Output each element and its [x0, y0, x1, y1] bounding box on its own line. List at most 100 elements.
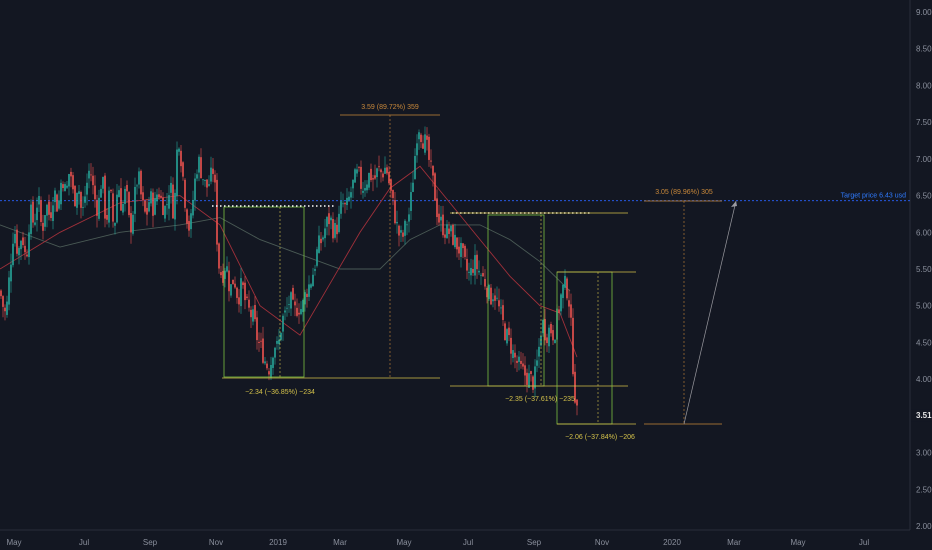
candlestick-series [0, 126, 578, 416]
candle-body [246, 296, 248, 298]
candle-body [180, 150, 182, 167]
candle-body [254, 305, 256, 320]
candle-body [78, 191, 80, 194]
projection-arrow-head [731, 201, 737, 207]
candle-body [4, 307, 6, 312]
candle-body [184, 179, 186, 208]
candle-body [188, 220, 190, 231]
candle-body [522, 363, 524, 367]
candle-body [388, 172, 390, 184]
candle-body [126, 185, 128, 192]
candle-body [164, 205, 166, 219]
candle-body [216, 179, 218, 245]
candle-body [258, 341, 260, 344]
candle-body [74, 185, 76, 207]
candle-body [172, 184, 174, 219]
candle-body [510, 337, 512, 354]
candle-body [150, 191, 152, 204]
time-tick-label: May [790, 538, 805, 547]
measure-box-1 [223, 206, 305, 378]
candle-body [12, 243, 14, 266]
candle-body [544, 319, 546, 341]
candle-body [8, 277, 10, 305]
candle-body [448, 228, 450, 234]
candle-body [186, 209, 188, 224]
candle-body [80, 191, 82, 208]
candle-body [284, 310, 286, 313]
candle-body [70, 171, 72, 177]
candle-body [468, 271, 470, 273]
svg-text:3.51: 3.51 [916, 411, 932, 420]
candle-body [372, 178, 374, 180]
price-tick-label: 3.00 [916, 449, 932, 458]
candle-body [428, 136, 430, 160]
candle-body [416, 143, 418, 156]
candle-body [392, 189, 394, 198]
candle-body [288, 304, 290, 305]
candle-body [76, 192, 78, 208]
candle-body [238, 297, 240, 305]
time-tick-label: Nov [595, 538, 609, 547]
candle-body [508, 327, 510, 336]
candle-body [178, 148, 180, 152]
candle-body [236, 287, 238, 298]
candle-body [194, 178, 196, 201]
candle-body [308, 284, 310, 297]
time-tick-label: Sep [143, 538, 158, 547]
candle-body [30, 204, 32, 234]
candle-body [378, 166, 380, 168]
candle-body [328, 213, 330, 225]
candle-body [550, 323, 552, 334]
candle-body [548, 327, 550, 347]
candle-body [486, 287, 488, 298]
candle-body [314, 269, 316, 271]
candle-body [152, 192, 154, 216]
candle-body [398, 225, 400, 236]
candle-body [516, 360, 518, 363]
candle-body [94, 185, 96, 200]
candle-body [192, 199, 194, 216]
candle-body [48, 201, 50, 215]
candle-body [156, 194, 158, 202]
candle-body [114, 222, 116, 226]
candle-body [442, 214, 444, 236]
candle-body [110, 190, 112, 192]
candle-body [132, 214, 134, 234]
time-tick-label: Nov [209, 538, 223, 547]
candle-body [26, 254, 28, 257]
candle-body [492, 299, 494, 302]
price-tick-label: 5.50 [916, 265, 932, 274]
candle-body [546, 337, 548, 344]
candle-body [336, 224, 338, 235]
annotation-label-4: −2.06 (−37.84%) −206 [565, 434, 635, 441]
candle-body [140, 170, 142, 195]
candle-body [270, 364, 272, 378]
candle-body [360, 166, 362, 189]
candle-body [62, 184, 64, 189]
candle-body [430, 160, 432, 162]
candle-body [362, 190, 364, 193]
price-tick-label: 2.50 [916, 485, 932, 494]
candle-body [564, 275, 566, 288]
projection-arrow-line [683, 200, 737, 425]
candle-body [506, 329, 508, 344]
candle-body [214, 174, 216, 183]
candle-body [532, 376, 534, 390]
candle-body [490, 287, 492, 305]
candle-body [40, 200, 42, 222]
candle-body [242, 282, 244, 285]
candle-body [224, 270, 226, 279]
candle-body [202, 179, 204, 181]
time-tick-label: Jul [463, 538, 473, 547]
measure-drawings [212, 114, 737, 425]
candle-body [460, 242, 462, 257]
candle-body [342, 203, 344, 205]
candle-body [240, 278, 242, 307]
candle-body [226, 266, 228, 272]
candle-body [568, 300, 570, 307]
price-tick-label: 4.00 [916, 375, 932, 384]
candle-body [456, 237, 458, 250]
annotation-label-2: 3.59 (89.72%) 359 [361, 104, 419, 111]
candle-body [282, 315, 284, 332]
